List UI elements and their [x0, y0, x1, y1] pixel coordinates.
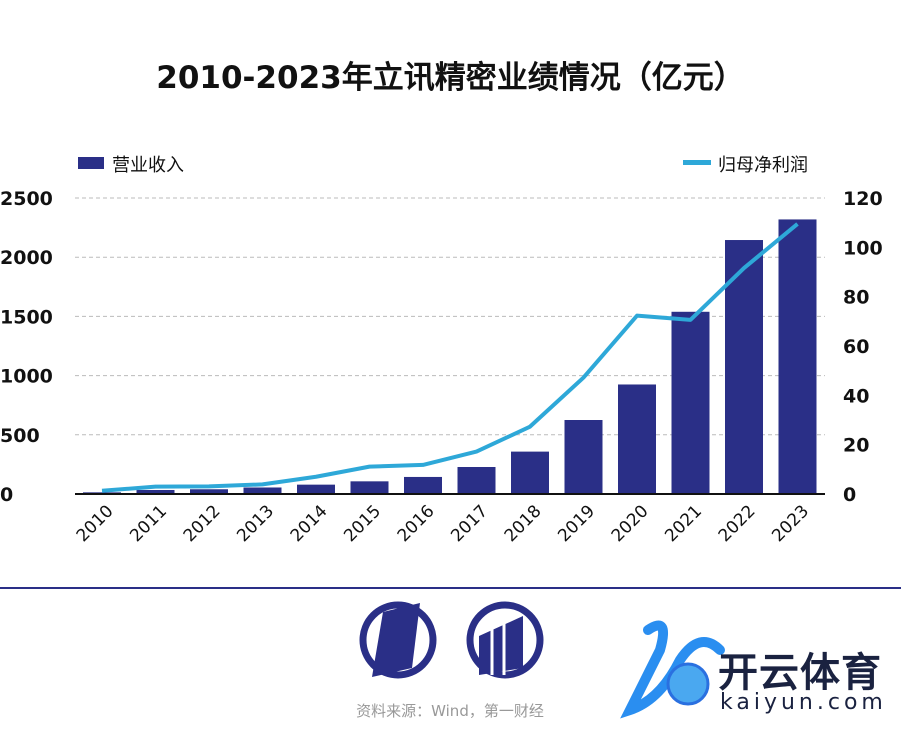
x-tick-label: 2017	[447, 501, 492, 546]
kaiyun-logo-k	[620, 620, 725, 719]
x-tick-label: 2012	[180, 501, 225, 546]
y-right-tick-label: 0	[843, 484, 856, 506]
y-right-tick-label: 20	[843, 435, 869, 457]
x-tick-label: 2023	[768, 501, 813, 546]
line-series	[101, 222, 799, 493]
brand-url: kaiyun.com	[720, 690, 887, 715]
bar	[190, 489, 228, 494]
bar	[778, 219, 817, 494]
y-right-tick-label: 60	[843, 336, 869, 358]
bar	[511, 451, 549, 494]
brand-name: 开云体育	[718, 650, 882, 696]
x-tick-label: 2015	[340, 501, 385, 546]
x-tick-label: 2022	[715, 501, 760, 546]
x-tick-label: 2014	[287, 501, 332, 546]
bar	[564, 420, 603, 494]
bar	[350, 481, 389, 494]
logo-icon-1-ring	[359, 601, 437, 679]
x-tick-label: 2016	[394, 501, 439, 546]
logo-icon-2-shape	[479, 616, 523, 675]
y-right-tick-label: 120	[843, 188, 883, 210]
x-tick-label: 2013	[233, 501, 278, 546]
x-tick-label: 2019	[554, 501, 599, 546]
bar	[243, 487, 282, 494]
bar	[618, 384, 656, 494]
x-tick-label: 2018	[501, 501, 546, 546]
legend-bar-swatch	[78, 157, 104, 169]
y-left-tick-label: 2000	[0, 247, 53, 269]
bar	[404, 476, 442, 494]
legend-line-label: 归母净利润	[718, 155, 808, 176]
y-left-tick-label: 0	[0, 484, 13, 506]
x-tick-label: 2011	[126, 501, 171, 546]
x-tick-label: 2021	[661, 501, 706, 546]
legend-line-swatch	[683, 160, 711, 165]
soccer-ball-icon	[666, 662, 710, 706]
source-note: 资料来源：Wind，第一财经	[356, 702, 544, 720]
legend-bar-label: 营业收入	[112, 155, 184, 176]
x-tick-label: 2010	[73, 501, 118, 546]
y-right-tick-label: 100	[843, 237, 883, 259]
chart-title: 2010-2023年立讯精密业绩情况（亿元）	[156, 60, 745, 96]
y-right-tick-label: 40	[843, 385, 869, 407]
y-left-tick-label: 500	[0, 425, 40, 447]
bar	[725, 240, 763, 494]
bar	[136, 489, 175, 494]
bar	[457, 467, 496, 494]
logo-icon-1-shape	[372, 603, 420, 677]
bar	[297, 484, 335, 494]
bar	[671, 311, 710, 494]
y-left-tick-label: 1500	[0, 306, 53, 328]
y-right-tick-label: 80	[843, 287, 869, 309]
y-left-tick-label: 1000	[0, 366, 53, 388]
x-tick-label: 2020	[608, 501, 653, 546]
y-left-tick-label: 2500	[0, 188, 53, 210]
